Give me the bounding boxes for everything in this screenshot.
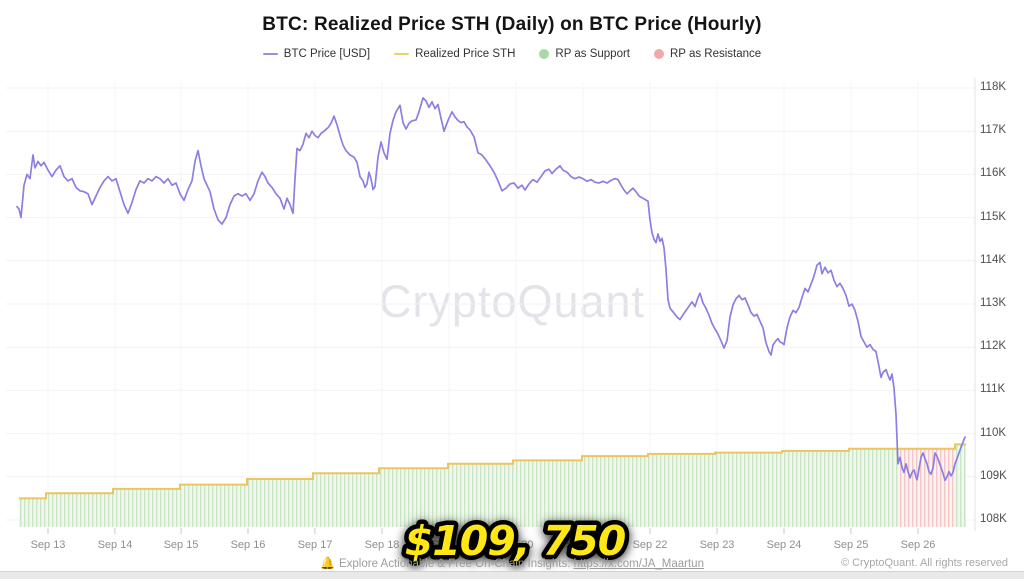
x-axis-label: Sep 20 <box>498 539 534 551</box>
copyright-notice: © CryptoQuant. All rights reserved <box>840 557 1008 569</box>
zone-resistance <box>898 444 956 527</box>
x-axis-label: Sep 23 <box>699 539 735 551</box>
realized-price-line <box>19 443 966 500</box>
dot-swatch-icon <box>539 49 550 59</box>
x-axis-label: Sep 25 <box>833 539 869 551</box>
chart-title: BTC: Realized Price STH (Daily) on BTC P… <box>262 14 762 35</box>
btc-price-path <box>16 97 966 482</box>
x-axis-label: Sep 13 <box>30 539 66 551</box>
legend-item-rp-support[interactable]: RP as Support <box>539 48 630 60</box>
x-axis-label: Sep 19 <box>431 539 467 551</box>
y-axis-label: 111K <box>980 383 1006 396</box>
legend-item-btc-price[interactable]: BTC Price [USD] <box>262 48 371 60</box>
support-resistance-zones <box>19 444 966 527</box>
btc-price-line <box>16 97 966 482</box>
x-axis-label: Sep 14 <box>97 539 133 551</box>
y-axis-label: 113K <box>980 297 1007 309</box>
x-axis-label: Sep 26 <box>900 539 936 551</box>
x-axis-label: Sep 22 <box>632 539 668 551</box>
x-axis-label: Sep 21 <box>565 539 601 551</box>
y-axis-label: 114K <box>980 253 1007 266</box>
y-axis-label: 118K <box>980 81 1007 93</box>
x-axis-label: Sep 18 <box>364 539 400 551</box>
x-axis-label: Sep 15 <box>163 539 199 551</box>
y-axis-label: 116K <box>980 167 1007 180</box>
footer-promo: 🔔 Explore Actionable & Free On-Chain Insi… <box>0 556 1024 570</box>
bell-icon: 🔔 <box>320 556 335 570</box>
legend-item-realized-price[interactable]: Realized Price STH <box>394 48 515 60</box>
legend-label: Realized Price STH <box>415 48 516 60</box>
y-axis-label: 115K <box>980 210 1007 223</box>
promo-text: Explore Actionable & Free On-Chain Insig… <box>338 558 574 570</box>
bottom-bar <box>0 571 1024 579</box>
line-swatch-icon <box>262 53 278 55</box>
line-swatch-icon <box>394 53 410 55</box>
realized-price-sth-path <box>19 443 966 500</box>
axis-lines <box>47 78 976 534</box>
promo-link[interactable]: https://x.com/JA_Maartun <box>573 558 704 570</box>
legend-item-rp-resistance[interactable]: RP as Resistance <box>654 48 761 60</box>
x-axis-label: Sep 24 <box>766 539 802 551</box>
y-axis-label: 109K <box>980 469 1007 482</box>
x-axis-label: Sep 17 <box>297 539 333 551</box>
legend-label: BTC Price [USD] <box>283 48 371 60</box>
y-axis-label: 117K <box>980 124 1007 137</box>
zone-support <box>19 448 898 527</box>
legend-label: RP as Resistance <box>670 48 762 60</box>
y-axis-label: 110K <box>980 426 1007 439</box>
y-axis-label: 108K <box>980 513 1007 525</box>
dot-swatch-icon <box>654 49 664 59</box>
legend-label: RP as Support <box>555 48 630 60</box>
zone-support <box>956 444 966 527</box>
y-axis-label: 112K <box>980 340 1007 353</box>
x-axis-label: Sep 16 <box>230 539 266 551</box>
chart-legend: BTC Price [USD] Realized Price STH RP as… <box>0 48 1024 60</box>
